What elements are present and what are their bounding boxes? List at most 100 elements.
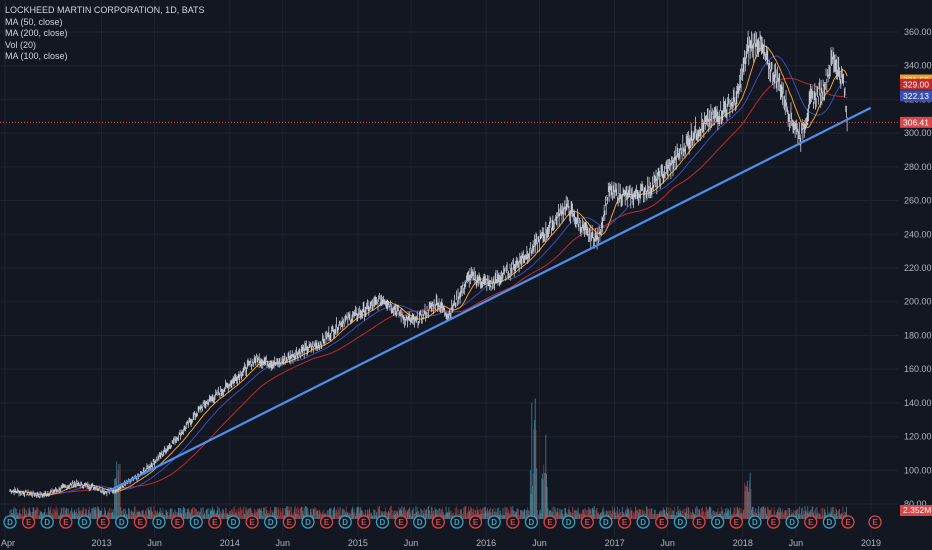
dividend-marker[interactable]: D — [710, 515, 725, 529]
dividend-marker[interactable]: D — [3, 515, 17, 529]
volume-bar — [516, 508, 518, 519]
earnings-marker[interactable]: E — [468, 515, 483, 529]
earnings-marker[interactable]: E — [431, 515, 445, 529]
earnings-marker[interactable]: E — [543, 515, 557, 529]
volume-bar — [406, 512, 408, 519]
earnings-marker[interactable]: E — [655, 515, 669, 529]
volume-bar — [546, 473, 548, 519]
indicator-ma50[interactable]: MA (50, close) — [5, 16, 63, 27]
volume-bar — [666, 512, 668, 519]
dividend-marker[interactable]: D — [636, 515, 650, 529]
earnings-marker[interactable]: E — [170, 515, 185, 529]
earnings-marker[interactable]: E — [394, 515, 408, 529]
price-axis[interactable] — [898, 0, 932, 540]
volume-bar — [119, 464, 121, 519]
dividend-marker[interactable]: D — [413, 515, 427, 529]
volume-bar — [752, 506, 754, 519]
volume-bar — [60, 507, 62, 519]
volume-bar — [223, 513, 225, 519]
earnings-marker[interactable]: E — [692, 515, 706, 529]
earnings-marker[interactable]: E — [59, 515, 73, 529]
volume-bar — [386, 513, 388, 519]
dividend-marker[interactable]: D — [264, 515, 278, 529]
event-marker-label: D — [454, 518, 460, 527]
volume-bar — [538, 510, 540, 519]
volume-bar — [693, 513, 695, 519]
volume-bar — [574, 510, 576, 519]
dividend-marker[interactable]: D — [226, 515, 241, 529]
volume-bar — [719, 511, 721, 519]
x-tick-label: Jun — [789, 538, 804, 548]
dividend-marker[interactable]: D — [822, 515, 837, 529]
dividend-marker[interactable]: D — [785, 515, 799, 529]
earnings-marker[interactable]: E — [506, 515, 520, 529]
earnings-marker[interactable]: E — [580, 515, 594, 529]
volume-bar — [22, 508, 24, 519]
volume-bar — [100, 510, 102, 519]
price-tag-label: 306.41 — [903, 117, 929, 127]
earnings-marker[interactable]: E — [868, 515, 882, 529]
earnings-marker[interactable]: E — [96, 515, 110, 529]
dividend-marker[interactable]: D — [487, 515, 501, 529]
earnings-marker[interactable]: E — [133, 515, 148, 529]
dividend-marker[interactable]: D — [301, 515, 315, 529]
volume-bar — [496, 508, 498, 519]
earnings-marker[interactable]: E — [282, 515, 296, 529]
earnings-marker[interactable]: E — [357, 515, 371, 529]
volume-bar — [93, 507, 95, 519]
volume-bar — [147, 515, 149, 519]
earnings-marker[interactable]: E — [841, 515, 855, 529]
indicator-volume[interactable]: Vol (20) — [5, 39, 37, 50]
volume-bar — [402, 509, 404, 519]
dividend-marker[interactable]: D — [748, 515, 762, 529]
volume-bar — [641, 510, 643, 519]
earnings-marker[interactable]: E — [729, 515, 743, 529]
volume-bar — [416, 511, 418, 519]
volume-bar — [612, 509, 614, 519]
dividend-marker[interactable]: D — [450, 515, 464, 529]
earnings-marker[interactable]: E — [245, 515, 259, 529]
volume-bar — [836, 509, 838, 519]
volume-bar — [537, 514, 539, 519]
dividend-marker[interactable]: D — [562, 515, 576, 529]
volume-bar — [374, 510, 376, 519]
volume-bar — [245, 506, 247, 519]
dividend-marker[interactable]: D — [599, 515, 613, 529]
volume-bar — [444, 514, 446, 519]
dividend-marker[interactable]: D — [524, 515, 539, 529]
dividend-marker[interactable]: D — [77, 515, 92, 529]
earnings-marker[interactable]: E — [766, 515, 781, 529]
volume-bar — [615, 515, 617, 519]
earnings-marker[interactable]: E — [617, 515, 632, 529]
symbol-title[interactable]: LOCKHEED MARTIN CORPORATION, 1D, BATS — [5, 5, 205, 15]
volume-bar — [312, 515, 314, 519]
volume-bar — [729, 510, 731, 519]
trendline[interactable] — [105, 106, 872, 494]
dividend-marker[interactable]: D — [189, 515, 203, 529]
dividend-marker[interactable]: D — [375, 515, 390, 529]
earnings-marker[interactable]: E — [21, 515, 36, 529]
volume-bar — [172, 513, 174, 519]
dividend-marker[interactable]: D — [40, 515, 54, 529]
dividend-marker[interactable]: D — [338, 515, 352, 529]
volume-bar — [95, 507, 97, 519]
volume-bar — [628, 513, 630, 519]
dividend-marker[interactable]: D — [673, 515, 688, 529]
trendline-support[interactable] — [105, 106, 872, 494]
earnings-marker[interactable]: E — [319, 515, 334, 529]
volume-bar — [495, 511, 497, 519]
dividend-marker[interactable]: D — [152, 515, 166, 529]
time-axis[interactable] — [0, 537, 898, 550]
volume-bar — [220, 511, 222, 519]
dividend-marker[interactable]: D — [115, 515, 129, 529]
volume-bar — [689, 514, 691, 519]
indicator-ma100[interactable]: MA (100, close) — [5, 51, 68, 61]
earnings-marker[interactable]: E — [208, 515, 222, 529]
volume-bar — [41, 511, 43, 519]
earnings-marker[interactable]: E — [804, 515, 818, 529]
indicator-ma200[interactable]: MA (200, close) — [5, 28, 68, 38]
event-marker-label: E — [473, 518, 479, 527]
event-marker-label: E — [436, 518, 442, 527]
volume-bar — [705, 506, 707, 519]
